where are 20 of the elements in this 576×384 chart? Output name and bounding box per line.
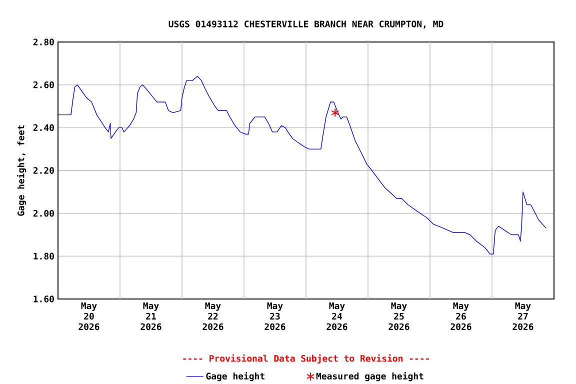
x-tick-label: May 24 2026 bbox=[326, 302, 348, 330]
y-tick-label: 2.00 bbox=[33, 210, 54, 217]
x-tick-label: May 27 2026 bbox=[512, 302, 534, 330]
y-tick-label: 1.80 bbox=[34, 252, 54, 260]
x-tick-label: May 23 2026 bbox=[264, 302, 286, 330]
y-tick-label: 2.40 bbox=[33, 124, 54, 132]
text: ---- Provisional Data Subject to Revision ---- bbox=[183, 354, 429, 364]
x-tick-label: May 25 2026 bbox=[388, 302, 410, 330]
legend-label: Gage height bbox=[206, 372, 264, 382]
y-axis-title: Gage height, feet bbox=[16, 125, 26, 216]
y-tick-label: 2.60 bbox=[33, 81, 54, 88]
x-tick-label: May 22 2026 bbox=[202, 302, 224, 330]
chart-title: USGS 01493112 CHESTERVILLE BRANCH NEAR CRUMPTON, MD bbox=[168, 20, 444, 28]
y-tick-label: 2.80 bbox=[33, 38, 54, 46]
legend-label: Measured gage height bbox=[316, 372, 424, 382]
x-tick-label: May 26 2026 bbox=[450, 302, 472, 330]
y-tick-label: 1.60 bbox=[34, 296, 54, 302]
x-tick-label: May 20 2026 bbox=[78, 302, 100, 330]
y-tick-label: 2.20 bbox=[33, 167, 54, 174]
x-tick-label: May 21 2026 bbox=[140, 302, 162, 330]
